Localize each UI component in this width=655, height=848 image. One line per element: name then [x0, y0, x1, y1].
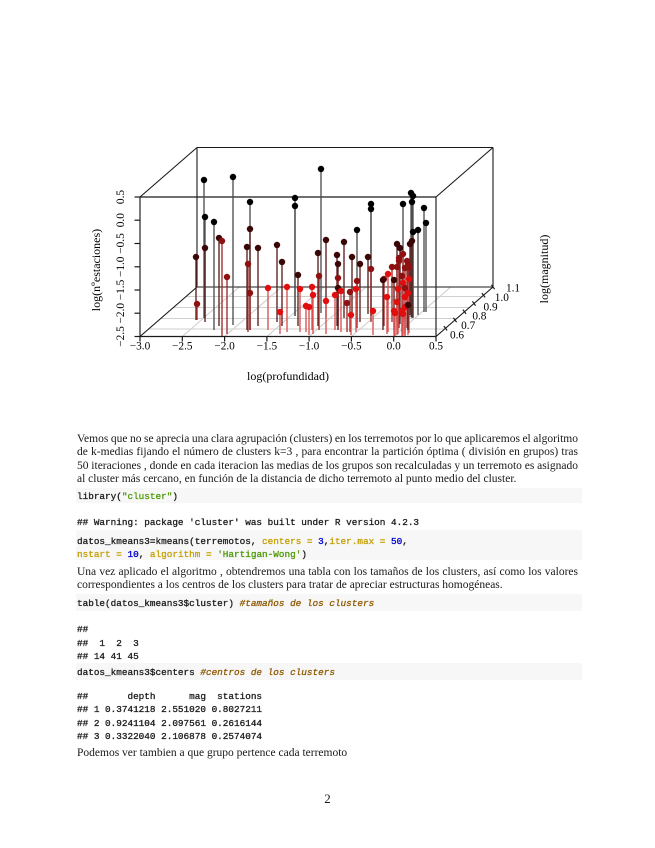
svg-text:−2.5: −2.5	[115, 326, 127, 347]
svg-text:1.1: 1.1	[506, 283, 520, 295]
svg-text:−2.5: −2.5	[172, 341, 193, 353]
svg-text:0.9: 0.9	[484, 301, 498, 313]
svg-text:0.5: 0.5	[429, 341, 443, 353]
svg-text:−0.5: −0.5	[341, 341, 362, 353]
svg-text:−0.5: −0.5	[115, 233, 127, 254]
svg-text:0.6: 0.6	[450, 330, 464, 342]
svg-text:−1.5: −1.5	[257, 341, 278, 353]
svg-text:−2.0: −2.0	[115, 303, 127, 324]
svg-text:log(profundidad): log(profundidad)	[247, 369, 329, 383]
svg-text:0.0: 0.0	[115, 213, 127, 227]
svg-text:log(nºestaciones): log(nºestaciones)	[89, 229, 103, 311]
svg-text:log(magnitud): log(magnitud)	[537, 235, 551, 304]
svg-text:0.8: 0.8	[472, 311, 486, 323]
svg-text:0.0: 0.0	[387, 341, 401, 353]
svg-text:0.7: 0.7	[461, 320, 475, 332]
svg-text:0.5: 0.5	[115, 190, 127, 204]
svg-text:−2.0: −2.0	[214, 341, 235, 353]
svg-text:−1.0: −1.0	[299, 341, 320, 353]
svg-text:−1.0: −1.0	[115, 256, 127, 277]
svg-text:−3.0: −3.0	[130, 341, 151, 353]
svg-text:1.0: 1.0	[495, 292, 509, 304]
svg-text:−1.5: −1.5	[115, 279, 127, 300]
